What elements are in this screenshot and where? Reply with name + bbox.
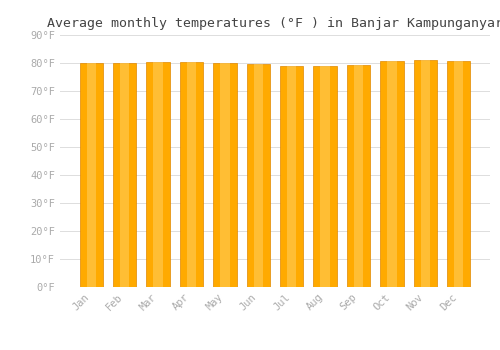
Bar — [80, 63, 103, 287]
Bar — [347, 65, 370, 287]
Bar — [120, 63, 130, 287]
Bar — [314, 66, 337, 287]
Bar — [220, 63, 230, 287]
Bar — [447, 61, 470, 287]
Bar — [213, 63, 236, 287]
Title: Average monthly temperatures (°F ) in Banjar Kampunganyar: Average monthly temperatures (°F ) in Ba… — [47, 17, 500, 30]
Bar — [454, 61, 464, 287]
Bar — [146, 62, 170, 287]
Bar — [187, 62, 196, 287]
Bar — [414, 60, 437, 287]
Bar — [380, 61, 404, 287]
Bar — [320, 66, 330, 287]
Bar — [388, 61, 396, 287]
Bar — [180, 62, 203, 287]
Bar — [354, 65, 363, 287]
Bar — [86, 63, 96, 287]
Bar — [280, 66, 303, 287]
Bar — [246, 64, 270, 287]
Bar — [287, 66, 296, 287]
Bar — [254, 64, 263, 287]
Bar — [420, 60, 430, 287]
Bar — [154, 62, 162, 287]
Bar — [113, 63, 136, 287]
